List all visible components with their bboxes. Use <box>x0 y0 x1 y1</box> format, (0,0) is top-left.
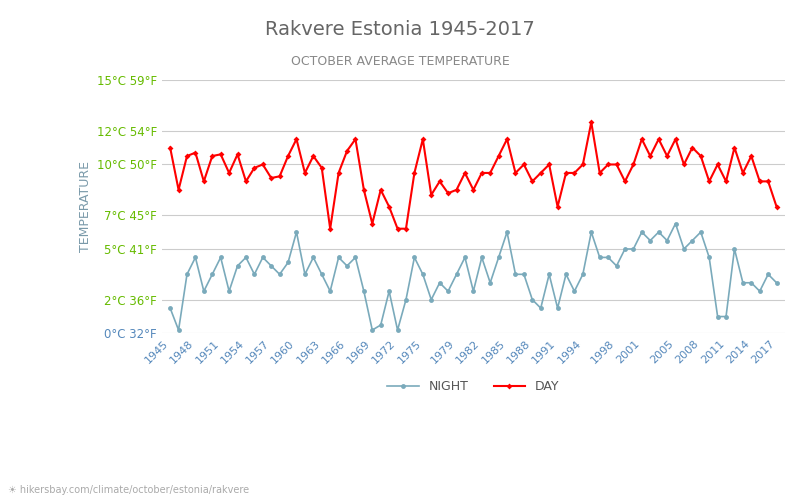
Text: ☀ hikersbay.com/climate/october/estonia/rakvere: ☀ hikersbay.com/climate/october/estonia/… <box>8 485 249 495</box>
Text: Rakvere Estonia 1945-2017: Rakvere Estonia 1945-2017 <box>265 20 535 39</box>
Line: NIGHT: NIGHT <box>168 221 779 332</box>
Text: OCTOBER AVERAGE TEMPERATURE: OCTOBER AVERAGE TEMPERATURE <box>290 55 510 68</box>
Line: DAY: DAY <box>168 120 778 231</box>
DAY <box>300 170 310 176</box>
NIGHT <box>174 327 183 333</box>
DAY <box>772 204 782 210</box>
NIGHT <box>670 220 680 226</box>
DAY <box>586 119 596 125</box>
NIGHT <box>730 246 739 252</box>
NIGHT <box>704 254 714 260</box>
NIGHT <box>772 280 782 286</box>
NIGHT <box>477 254 486 260</box>
DAY <box>376 187 386 193</box>
NIGHT <box>309 254 318 260</box>
NIGHT <box>166 305 175 311</box>
DAY <box>730 144 739 150</box>
DAY <box>166 144 175 150</box>
NIGHT <box>687 238 697 244</box>
Legend: NIGHT, DAY: NIGHT, DAY <box>382 375 564 398</box>
DAY <box>687 144 697 150</box>
DAY <box>704 178 714 184</box>
DAY <box>326 226 335 232</box>
DAY <box>477 170 486 176</box>
Y-axis label: TEMPERATURE: TEMPERATURE <box>79 161 92 252</box>
NIGHT <box>376 322 386 328</box>
